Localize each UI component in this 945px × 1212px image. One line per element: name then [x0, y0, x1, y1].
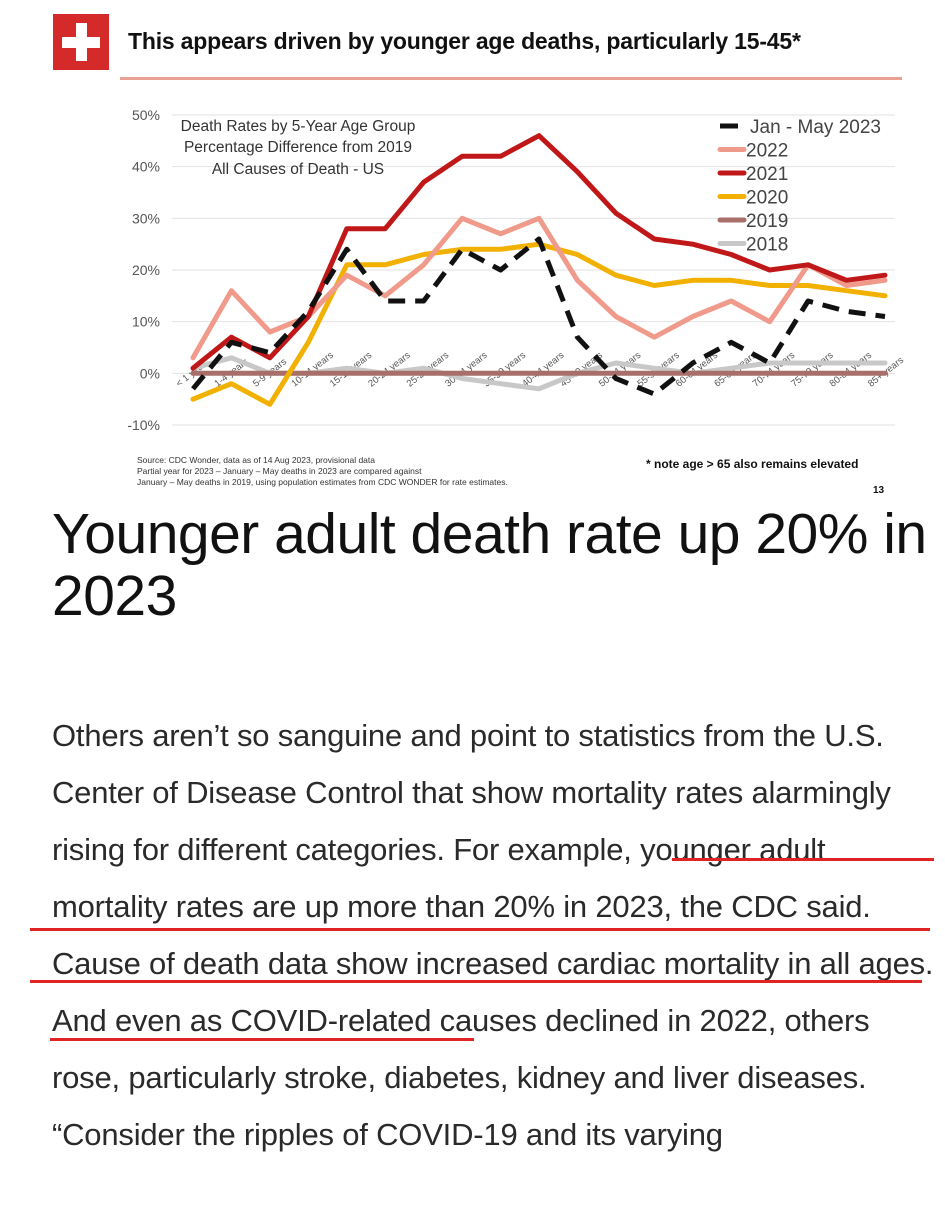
line-chart: -10%0%10%20%30%40%50% < 1 year 1-4 years 5… [127, 107, 906, 433]
chart-note: * note age > 65 also remains elevated [646, 457, 859, 471]
article-body: Others aren’t so sanguine and point to s… [52, 707, 942, 1163]
chart-source: Source: CDC Wonder, data as of 14 Aug 20… [137, 455, 508, 488]
y-tick-label: 50% [132, 107, 160, 123]
legend-label: Jan - May 2023 [750, 117, 881, 138]
headline-rule [120, 77, 902, 80]
article-paragraph: “Consider the ripples of COVID-19 and it… [52, 1117, 723, 1152]
highlight-underline [50, 1038, 474, 1041]
series-line-2021 [190, 133, 888, 371]
slide-headline: This appears driven by younger age death… [128, 28, 801, 54]
chart-subtitle-1: Percentage Difference from 2019 [184, 139, 412, 156]
source-line: January – May deaths in 2019, using popu… [137, 477, 508, 487]
highlight-underline [30, 928, 930, 931]
y-tick-label: 30% [132, 210, 160, 226]
chart-title: Death Rates by 5-Year Age Group [181, 118, 416, 135]
legend-label: 2020 [746, 188, 788, 209]
swiss-flag-icon [53, 14, 109, 70]
y-tick-label: 0% [140, 365, 160, 381]
highlight-underline [30, 980, 922, 983]
legend-label: 2018 [746, 235, 788, 256]
legend-label: 2021 [746, 164, 788, 185]
y-tick-label: 40% [132, 159, 160, 175]
highlight-underline [672, 858, 934, 861]
y-tick-label: 20% [132, 262, 160, 278]
y-tick-label: 10% [132, 314, 160, 330]
page-number: 13 [873, 485, 885, 496]
y-tick-label: -10% [127, 417, 160, 433]
series-line-jan-may-2023 [191, 236, 886, 397]
legend-label: 2019 [746, 211, 788, 232]
legend-label: 2022 [746, 141, 788, 162]
article-paragraph: Others aren’t so sanguine and point to s… [52, 718, 934, 1095]
source-line: Partial year for 2023 – January – May de… [137, 466, 422, 476]
chart-subtitle-2: All Causes of Death - US [212, 161, 384, 178]
source-line: Source: CDC Wonder, data as of 14 Aug 20… [137, 455, 375, 465]
chart-slide: This appears driven by younger age death… [0, 0, 945, 505]
article-title: Younger adult death rate up 20% in 2023 [52, 502, 927, 628]
